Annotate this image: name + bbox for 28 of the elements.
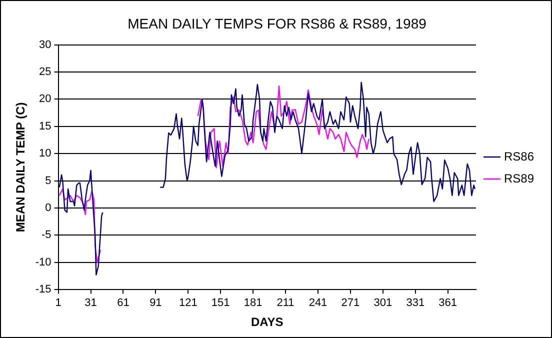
y-axis-title: MEAN DAILY TEMP (C): [14, 102, 28, 232]
x-tick-label: 91: [150, 297, 162, 310]
y-tick-label: -10: [35, 256, 52, 268]
x-tick-label: 1: [55, 297, 62, 310]
x-axis-title: DAYS: [251, 315, 284, 330]
legend-label: RS86: [504, 149, 534, 164]
x-tick-label: 151: [211, 297, 230, 310]
x-tick-label: 241: [308, 297, 328, 310]
y-tick-label: 0: [45, 202, 52, 214]
legend-label: RS89: [504, 171, 534, 186]
y-tick-label: 15: [39, 120, 52, 132]
x-tick-label: 31: [84, 297, 97, 310]
y-tick-label: -5: [42, 229, 52, 242]
x-tick-label: 271: [341, 297, 360, 310]
x-tick-label: 61: [117, 297, 130, 310]
x-tick-label: 331: [406, 297, 425, 310]
y-tick-label: 25: [39, 66, 52, 78]
x-tick-label: 361: [438, 297, 458, 310]
y-tick-label: 5: [45, 174, 52, 187]
x-tick-label: 301: [374, 297, 392, 310]
chart-title: MEAN DAILY TEMPS FOR RS86 & RS89, 1989: [128, 15, 427, 32]
x-tick-label: 181: [244, 297, 262, 310]
y-tick-label: 20: [39, 93, 52, 106]
y-tick-label: 30: [39, 38, 52, 51]
y-tick-label: -15: [35, 284, 52, 296]
y-tick-label: 10: [39, 148, 52, 160]
x-tick-label: 211: [276, 297, 294, 310]
x-tick-label: 121: [178, 297, 198, 310]
